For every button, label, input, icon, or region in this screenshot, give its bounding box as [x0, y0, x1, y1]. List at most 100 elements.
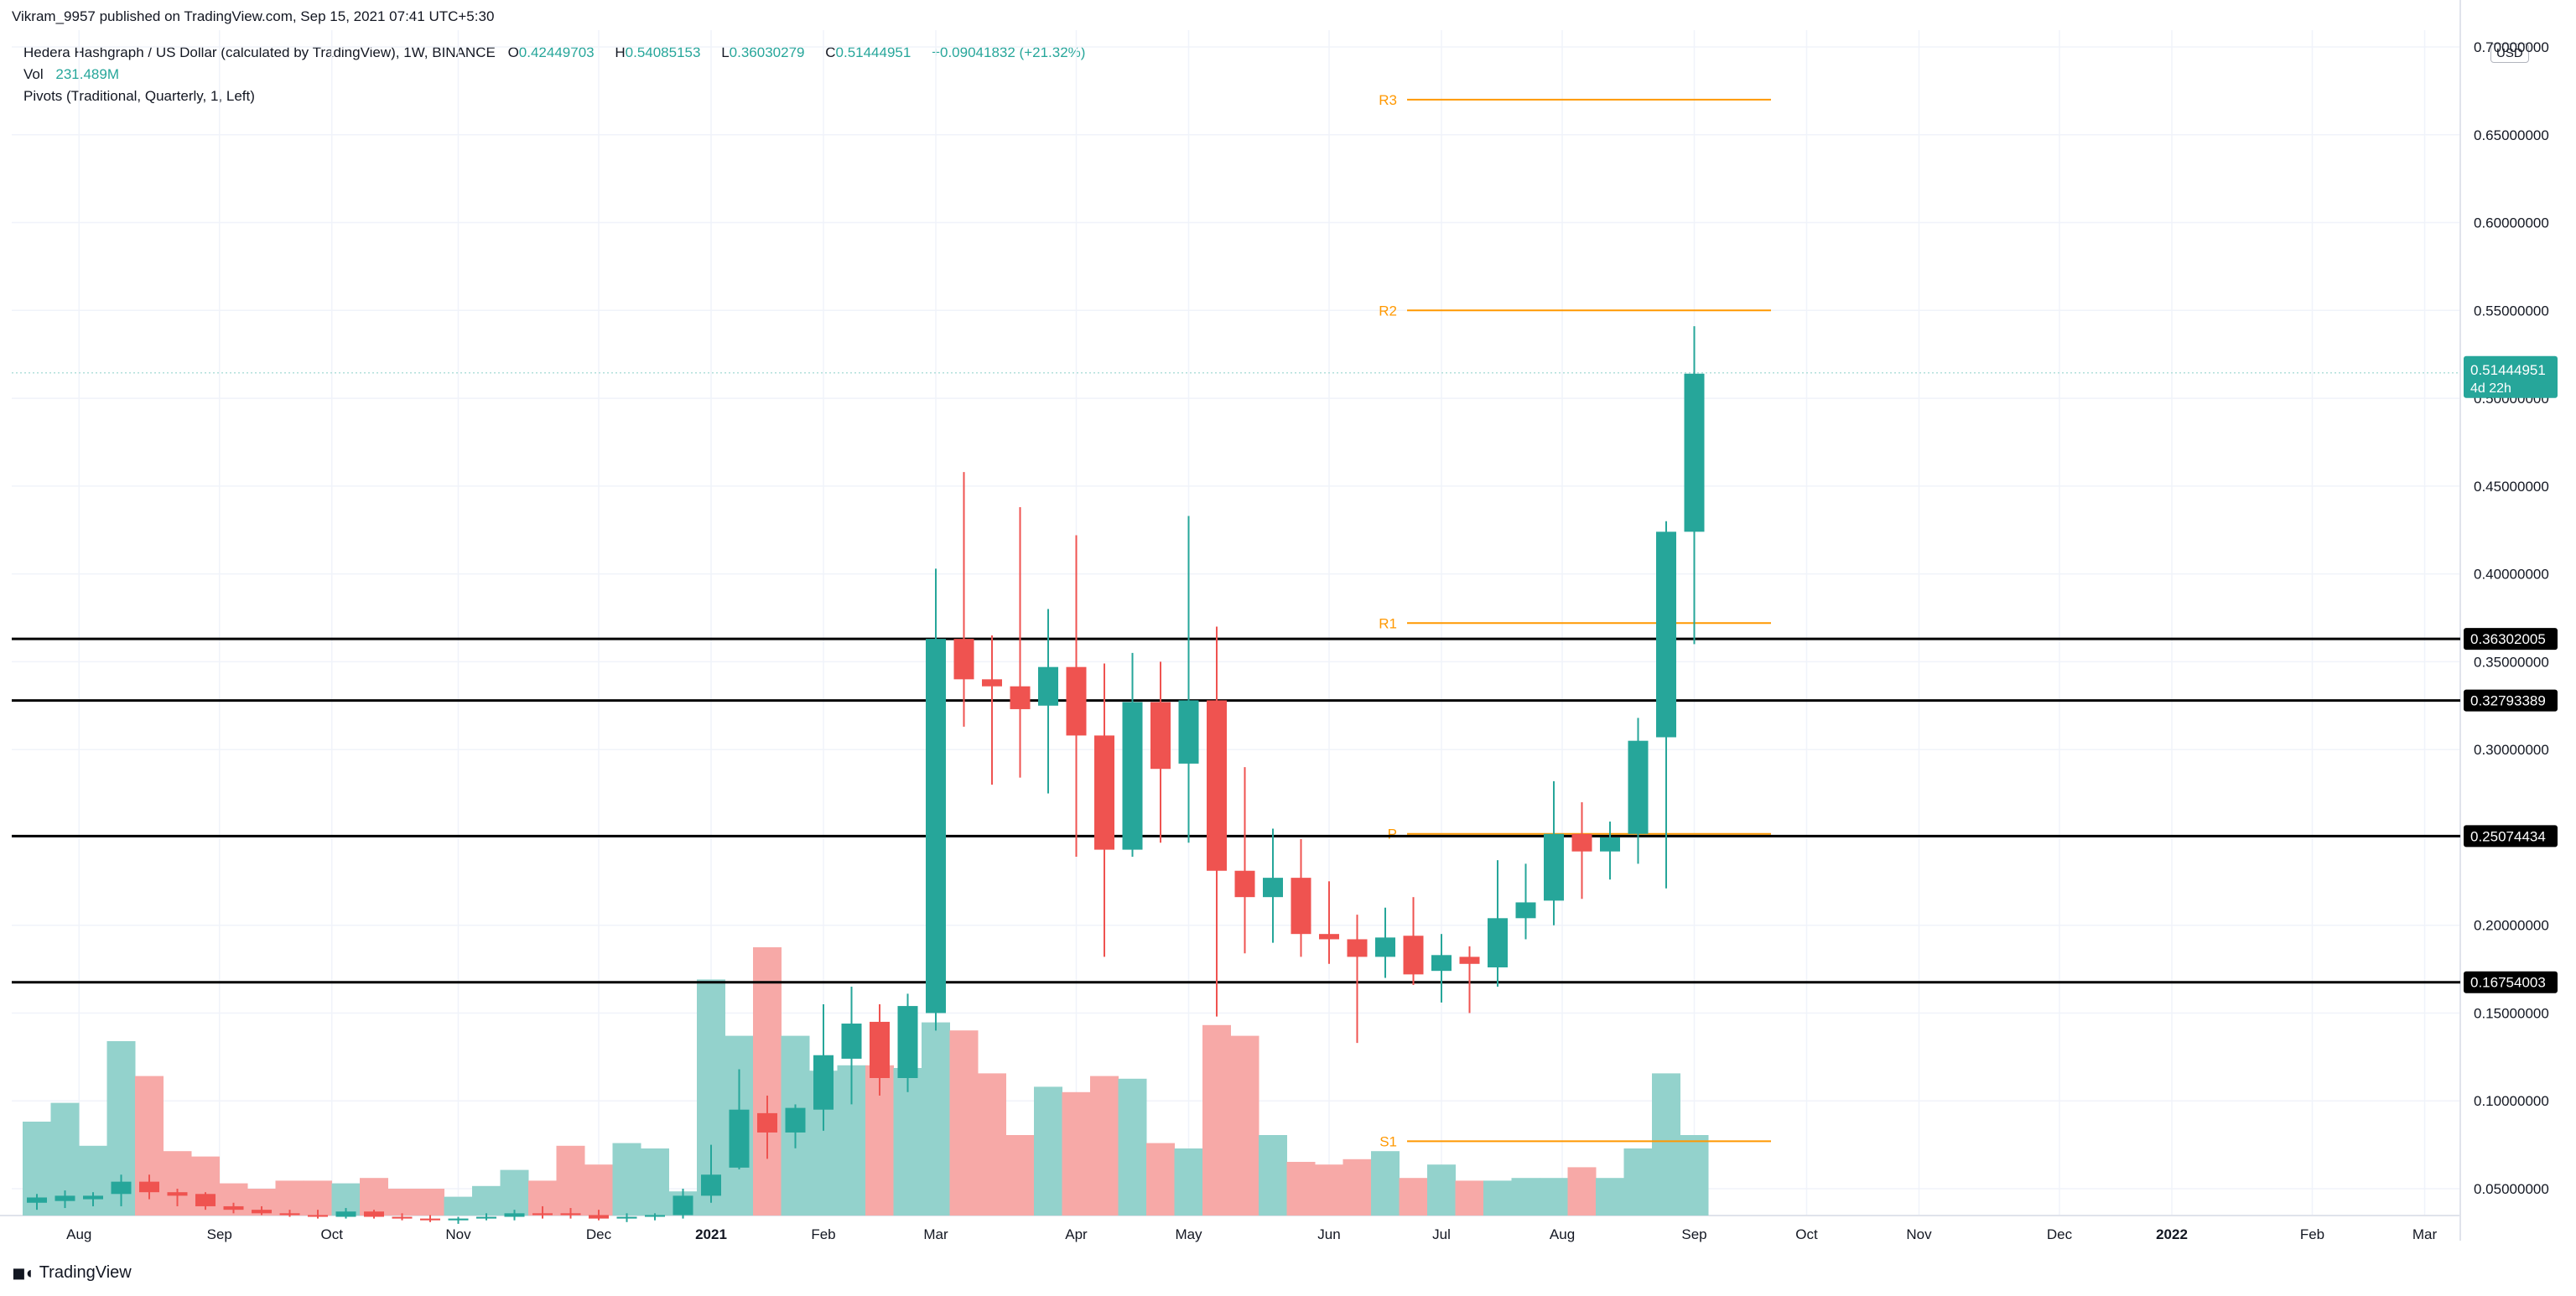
candle-body — [1263, 878, 1283, 898]
volume-bar — [360, 1178, 388, 1216]
time-tick-label: Aug — [66, 1226, 91, 1242]
candle-body — [673, 1195, 693, 1216]
publisher-line: Vikram_9957 published on TradingView.com… — [12, 8, 495, 24]
volume-bar — [1427, 1164, 1456, 1216]
candle-body — [1234, 870, 1255, 898]
volume-bar — [1090, 1076, 1119, 1216]
time-tick-label: Aug — [1550, 1226, 1575, 1242]
candle-body — [476, 1216, 496, 1219]
volume-bar — [1483, 1180, 1512, 1216]
volume-bar — [444, 1196, 473, 1216]
time-tick-label: Mar — [923, 1226, 948, 1242]
volume-bar — [584, 1164, 613, 1216]
candle-body — [1544, 833, 1564, 901]
candle-body — [1207, 700, 1227, 871]
time-tick-label: May — [1175, 1226, 1202, 1242]
time-tick-label: Mar — [2412, 1226, 2438, 1242]
candle-body — [616, 1216, 637, 1219]
candle-body — [897, 1006, 918, 1078]
candle-body — [1150, 702, 1171, 770]
tradingview-brand[interactable]: ◼◖ TradingView — [12, 1262, 132, 1283]
ohlc-close: C0.51444951 — [825, 44, 911, 60]
volume-bar — [1343, 1159, 1372, 1216]
volume-bar — [893, 1068, 922, 1216]
volume-bar — [641, 1148, 669, 1216]
candle-body — [83, 1195, 103, 1200]
candle-body — [223, 1205, 244, 1210]
volume-bar — [1511, 1178, 1540, 1216]
ohlc-open: O0.42449703 — [507, 44, 595, 60]
volume-bar — [1202, 1024, 1231, 1216]
candle-body — [1600, 837, 1620, 852]
volume-bar — [1034, 1086, 1062, 1216]
time-tick-label: Nov — [1906, 1226, 1932, 1242]
pivot-label-r1: R1 — [1379, 615, 1397, 631]
volume-bar — [1623, 1148, 1653, 1216]
candle-body — [926, 639, 946, 1013]
time-tick-label: Nov — [445, 1226, 471, 1242]
candle-body — [1291, 878, 1311, 935]
candle-body — [1431, 955, 1452, 972]
volume-bar — [1315, 1164, 1343, 1216]
price-tick-label: 0.30000000 — [2474, 742, 2549, 758]
volume-bar — [500, 1169, 529, 1216]
time-tick-label: Feb — [2300, 1226, 2324, 1242]
time-tick-label: Sep — [1681, 1226, 1706, 1242]
price-tick-label: 0.55000000 — [2474, 303, 2549, 319]
candle-body — [1571, 833, 1592, 852]
candle-body — [1684, 373, 1705, 532]
time-tick-label: 2022 — [2156, 1226, 2188, 1242]
price-tick-label: 0.60000000 — [2474, 215, 2549, 231]
volume-label: Vol — [23, 66, 44, 82]
candle-body — [701, 1174, 721, 1196]
candle-body — [1459, 956, 1480, 964]
price-tick-label: 0.65000000 — [2474, 127, 2549, 143]
candle-body — [1403, 936, 1424, 975]
level-price-tag — [2464, 628, 2558, 651]
candle-body — [55, 1195, 75, 1201]
volume-legend[interactable]: Vol 231.489M — [23, 66, 127, 83]
candle-body — [1628, 740, 1649, 834]
volume-bar — [1567, 1167, 1597, 1216]
volume-bar — [556, 1145, 585, 1216]
level-price-tag-text: 0.36302005 — [2470, 631, 2546, 647]
candle-body — [167, 1192, 188, 1196]
volume-bar — [1146, 1143, 1175, 1216]
volume-bar — [1230, 1035, 1259, 1216]
ohlc-high: H0.54085153 — [615, 44, 701, 60]
candle-body — [645, 1215, 665, 1217]
candle-body — [1347, 939, 1368, 957]
price-tick-label: 0.40000000 — [2474, 567, 2549, 583]
candle-body — [1066, 666, 1087, 736]
volume-bar — [1652, 1073, 1680, 1216]
volume-bar — [275, 1180, 304, 1216]
volume-bar — [1455, 1180, 1484, 1216]
candle-body — [308, 1215, 328, 1217]
ohlc-low: L0.36030279 — [721, 44, 805, 60]
candle-body — [139, 1181, 159, 1193]
candle-body — [111, 1181, 132, 1195]
volume-bar — [1286, 1162, 1316, 1216]
currency-badge[interactable]: USD — [2490, 44, 2529, 63]
volume-bar — [922, 1022, 950, 1216]
candle-body — [279, 1213, 300, 1216]
candle-body — [953, 639, 974, 680]
pivots-legend[interactable]: Pivots (Traditional, Quarterly, 1, Left) — [23, 88, 255, 104]
brand-name: TradingView — [39, 1263, 132, 1282]
last-price-value: 0.51444951 — [2470, 362, 2546, 378]
tradingview-logo-icon: ◼◖ — [12, 1264, 34, 1283]
time-tick-label: Sep — [207, 1226, 232, 1242]
level-price-tag-text: 0.25074434 — [2470, 828, 2546, 844]
time-tick-label: Jul — [1432, 1226, 1451, 1242]
pivot-label-r2: R2 — [1379, 303, 1397, 319]
price-tick-label: 0.10000000 — [2474, 1093, 2549, 1109]
time-tick-label: Dec — [2047, 1226, 2073, 1242]
volume-bar — [1596, 1178, 1624, 1216]
volume-bar — [1371, 1151, 1400, 1216]
time-tick-label: Feb — [811, 1226, 835, 1242]
pivot-label-p: P — [1388, 827, 1397, 842]
candle-body — [757, 1112, 777, 1133]
candle-body — [1122, 702, 1143, 850]
candle-body — [589, 1215, 609, 1219]
